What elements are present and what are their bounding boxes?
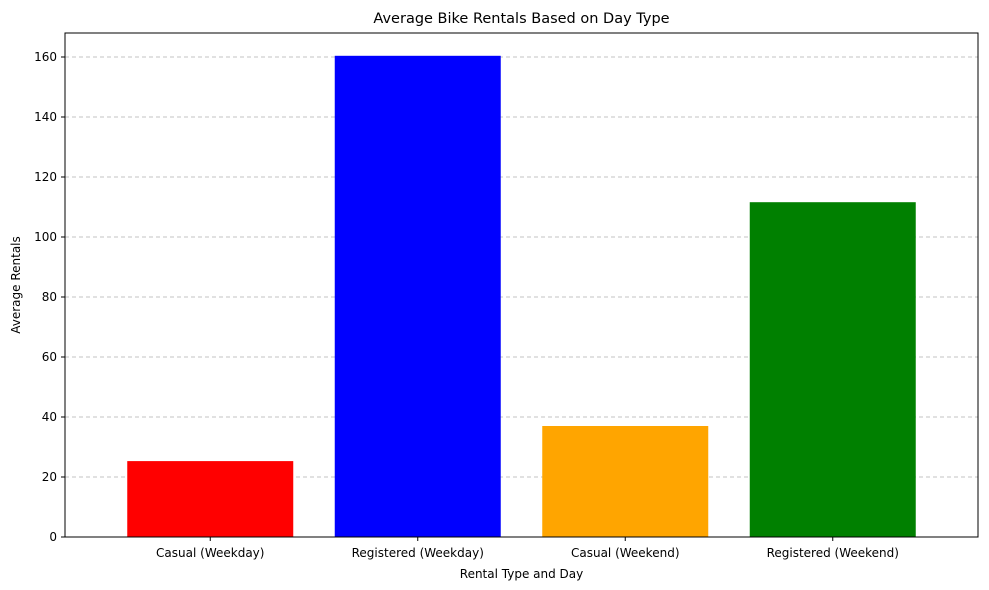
y-tick-label: 140 xyxy=(34,110,57,124)
y-tick-label: 0 xyxy=(49,530,57,544)
bar-1 xyxy=(127,461,294,537)
x-axis-label: Rental Type and Day xyxy=(460,567,583,581)
y-tick-label: 40 xyxy=(42,410,57,424)
x-tick-label: Registered (Weekend) xyxy=(767,546,899,560)
axes xyxy=(64,32,979,538)
y-tick-label: 120 xyxy=(34,170,57,184)
y-axis-ticks: 0 20 40 60 80 100 120 140 160 xyxy=(34,50,65,544)
bars xyxy=(127,55,916,538)
x-tick-label: Casual (Weekend) xyxy=(571,546,680,560)
x-axis-ticks: Casual (Weekday) Registered (Weekday) Casu… xyxy=(156,537,899,560)
y-tick-label: 60 xyxy=(42,350,57,364)
y-tick-label: 100 xyxy=(34,230,57,244)
y-tick-label: 20 xyxy=(42,470,57,484)
y-tick-label: 160 xyxy=(34,50,57,64)
x-tick-label: Casual (Weekday) xyxy=(156,546,264,560)
chart-title: Average Bike Rentals Based on Day Type xyxy=(373,11,669,27)
y-tick-label: 80 xyxy=(42,290,57,304)
bar-4 xyxy=(749,202,916,537)
x-tick-label: Registered (Weekday) xyxy=(352,546,484,560)
bar-2 xyxy=(334,55,501,538)
gridlines xyxy=(65,56,978,478)
plot-frame xyxy=(64,32,979,538)
bar-3 xyxy=(542,426,709,537)
y-axis-label: Average Rentals xyxy=(9,236,23,334)
